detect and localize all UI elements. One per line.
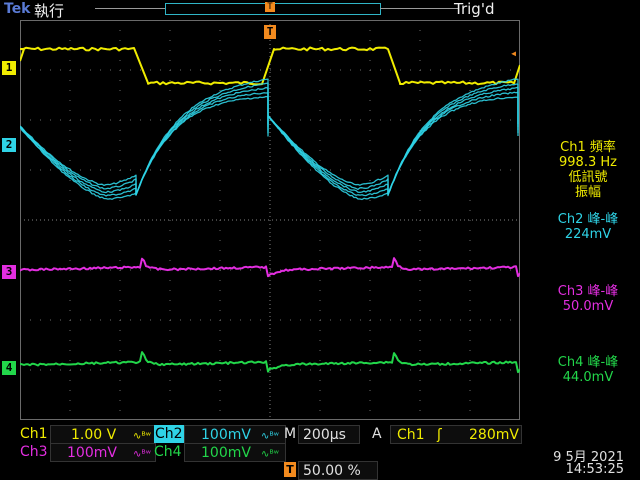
status-row-2: Ch3 100mV ∿ᴮʷ Ch4 100mV ∿ᴮʷ bbox=[20, 443, 640, 462]
trigger-source: Ch1 bbox=[397, 427, 425, 443]
ch3-label[interactable]: Ch3 bbox=[20, 444, 48, 460]
trigger-level-icon: ◂ bbox=[510, 46, 518, 60]
ch3-scale: 100mV bbox=[67, 445, 117, 461]
trigger-position-icon: T bbox=[264, 25, 276, 39]
trigger-position-top-icon: T bbox=[265, 2, 275, 12]
measurement-ch1: Ch1 頻率 998.3 Hz 低訊號 振幅 bbox=[538, 140, 638, 200]
measurement-ch2: Ch2 峰-峰 224mV bbox=[538, 212, 638, 242]
ch1-marker[interactable]: 1 bbox=[2, 61, 16, 75]
ch1-label[interactable]: Ch1 bbox=[20, 426, 48, 442]
measurement-ch3-title: Ch3 峰-峰 bbox=[557, 284, 619, 299]
trigger-position-value: 50.00 % bbox=[303, 463, 361, 479]
ch2-scale-box[interactable]: 100mV ∿ᴮʷ bbox=[184, 425, 286, 444]
ch4-label[interactable]: Ch4 bbox=[154, 444, 182, 460]
measurement-ch3: Ch3 峰-峰 50.0mV bbox=[538, 284, 638, 314]
measurement-ch4-value: 44.0mV bbox=[562, 370, 614, 385]
ch4-coupling-icon: ∿ᴮʷ bbox=[261, 449, 279, 460]
waveform-display[interactable] bbox=[20, 20, 520, 420]
measurement-ch2-title: Ch2 峰-峰 bbox=[557, 212, 619, 227]
trigger-box[interactable]: Ch1 ʃ 280mV bbox=[390, 425, 522, 444]
record-line-right bbox=[380, 8, 458, 9]
ch3-coupling-icon: ∿ᴮʷ bbox=[133, 449, 151, 460]
ch4-scale-box[interactable]: 100mV ∿ᴮʷ bbox=[184, 443, 286, 462]
trigger-mode: A bbox=[372, 426, 382, 442]
ch2-waveform-trace bbox=[20, 95, 519, 201]
waveforms bbox=[20, 46, 520, 374]
ch2-scale: 100mV bbox=[201, 427, 251, 443]
ch2-coupling-icon: ∿ᴮʷ bbox=[261, 431, 279, 442]
ch2-waveform-trace bbox=[20, 82, 519, 196]
measurement-ch4: Ch4 峰-峰 44.0mV bbox=[538, 355, 638, 385]
timebase-value: 200µs bbox=[303, 427, 346, 443]
measurement-ch1-note2: 振幅 bbox=[574, 185, 601, 200]
ch2-label[interactable]: Ch2 bbox=[154, 425, 184, 443]
trigger-slope-icon: ʃ bbox=[437, 427, 442, 443]
time-display: 14:53:25 bbox=[565, 462, 624, 477]
ch3-marker[interactable]: 3 bbox=[2, 265, 16, 279]
ch3-scale-box[interactable]: 100mV ∿ᴮʷ bbox=[50, 443, 156, 462]
ch4-waveform bbox=[20, 351, 520, 374]
status-row-3: T 50.00 % bbox=[20, 461, 640, 480]
ch2-waveform-trace bbox=[20, 78, 519, 197]
ch2-waveform-trace bbox=[20, 86, 519, 196]
measurement-ch3-value: 50.0mV bbox=[562, 299, 614, 314]
ch4-marker[interactable]: 4 bbox=[2, 361, 16, 375]
record-line-left bbox=[95, 8, 165, 9]
run-state-label[interactable]: 執行 bbox=[34, 2, 65, 20]
date-display: 9 5月 2021 bbox=[553, 450, 624, 465]
trigger-status-label: Trig'd bbox=[454, 0, 495, 18]
ch1-scale: 1.00 V bbox=[71, 427, 117, 443]
ch3-waveform bbox=[20, 257, 520, 278]
trigger-level: 280mV bbox=[469, 427, 519, 443]
status-row-1: Ch1 1.00 V ∿ᴮʷ Ch2 100mV ∿ᴮʷ M 200µs A C… bbox=[20, 425, 640, 444]
ch2-marker[interactable]: 2 bbox=[2, 138, 16, 152]
measurement-ch1-value: 998.3 Hz bbox=[559, 155, 617, 170]
measurement-ch1-title: Ch1 頻率 bbox=[560, 140, 616, 155]
measurement-ch2-value: 224mV bbox=[564, 227, 612, 242]
measurement-ch1-note1: 低訊號 bbox=[568, 170, 608, 185]
measurement-ch4-title: Ch4 峰-峰 bbox=[557, 355, 619, 370]
ch1-waveform bbox=[20, 46, 520, 86]
trigger-position-box-icon: T bbox=[284, 462, 296, 477]
timebase-box[interactable]: 200µs bbox=[298, 425, 360, 444]
top-bar: Tek 執行 T Trig'd bbox=[0, 0, 640, 20]
timebase-label: M bbox=[284, 426, 297, 442]
brand-logo: Tek bbox=[4, 1, 31, 17]
trigger-position-box[interactable]: 50.00 % bbox=[298, 461, 378, 480]
ch1-scale-box[interactable]: 1.00 V ∿ᴮʷ bbox=[50, 425, 156, 444]
graticule-grid bbox=[20, 20, 520, 420]
ch4-scale: 100mV bbox=[201, 445, 251, 461]
ch1-coupling-icon: ∿ᴮʷ bbox=[133, 431, 151, 442]
